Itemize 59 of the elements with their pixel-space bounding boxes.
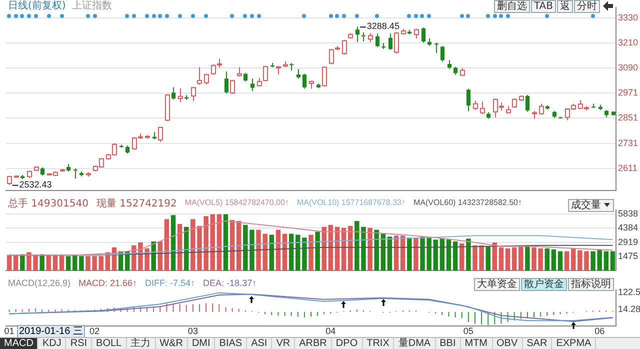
annotation: 2019-01-16 三 [17, 325, 85, 338]
y-tick-label: 4384 [618, 222, 638, 232]
annotation: 返 [557, 0, 573, 13]
text: EXPMA [552, 338, 596, 349]
x-tick-label: 04 [326, 326, 336, 336]
x-tick-label: 02 [90, 326, 100, 336]
text: TRIX [362, 338, 394, 349]
text: MA(VOL5) 15842782470.00↑ [184, 198, 289, 208]
y-tick-label: 3330 [618, 12, 638, 22]
annotation: 成交量 [568, 199, 614, 212]
annotation: 分时 [574, 0, 600, 13]
annotation: 删自选 [494, 0, 530, 13]
y-tick-label: 1475 [618, 250, 638, 261]
text: 现量 152742192 [96, 198, 177, 210]
text: MACD: 21.66↑ [78, 278, 138, 288]
text: BBI [436, 338, 461, 349]
x-tick-label: 03 [188, 326, 198, 336]
text: ARBR [295, 338, 332, 349]
y-tick-label: 3210 [618, 37, 638, 48]
text: 量DMA [394, 338, 436, 349]
y-tick-label: 2971 [618, 88, 638, 98]
y-tick-label: 2851 [618, 112, 638, 123]
text: MACD(12,26,9) [8, 278, 71, 288]
y-tick-label: 3090 [618, 62, 638, 73]
y-tick-label: 5838 [618, 208, 638, 218]
annotation: 3288.45 [366, 21, 400, 32]
y-tick-label: 122.5 [618, 287, 640, 298]
text: BIAS [215, 338, 248, 349]
chart-title: 日线(前复权) [8, 0, 66, 12]
text: ASI [247, 338, 272, 349]
text: BOLL [92, 338, 127, 349]
text: DMI [188, 338, 216, 349]
text: 总手 149301540 [7, 198, 88, 210]
text: DIFF: -7.54↑ [145, 278, 196, 288]
y-tick-label: 2731 [618, 138, 638, 148]
text: SAR [522, 338, 552, 349]
x-tick-label: 05 [463, 326, 474, 336]
x-tick-label: 01 [4, 326, 14, 336]
x-tick-label: 06 [594, 326, 605, 336]
text: MACD [0, 338, 38, 349]
annotation: 2532.43 [19, 179, 52, 190]
text: DPO [332, 338, 363, 349]
y-tick-label: 14.28 [618, 304, 640, 314]
text: RSI [66, 338, 92, 349]
text: KDJ [38, 338, 66, 349]
y-tick-label: 2919 [618, 236, 638, 247]
chart-subtitle: 上证指数 [72, 0, 112, 12]
annotation: TAB [530, 0, 556, 13]
text: MA(VOL10) 15771687678.33↑ [296, 198, 406, 208]
text: VR [272, 338, 296, 349]
y-tick-label: 2611 [618, 162, 638, 173]
annotation: 大单资金 [474, 278, 520, 291]
text: DEA: -18.37↑ [203, 278, 257, 288]
text: MA(VOL60) 14323728582.50↑ [413, 198, 522, 208]
annotation: 散户资金 [521, 278, 567, 291]
text: MTM [460, 338, 493, 349]
text: W&R [156, 338, 188, 349]
annotation: 指标说明 [568, 278, 614, 291]
text: OBV [492, 338, 523, 349]
